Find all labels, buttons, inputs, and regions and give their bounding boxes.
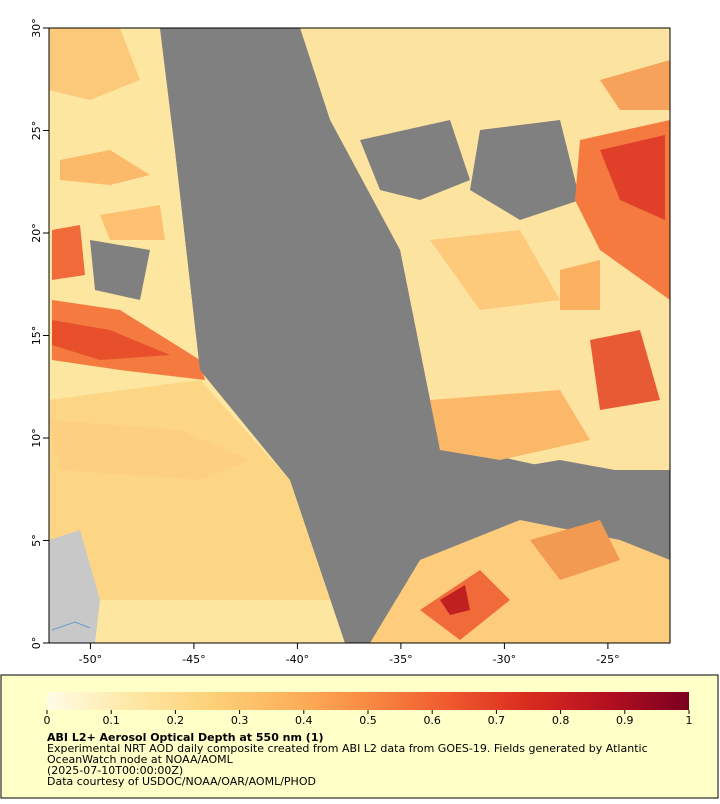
y-tick-label: 15°: [30, 326, 43, 346]
y-tick-label: 20°: [30, 223, 43, 243]
colorbar-tick-label: 0.1: [102, 714, 120, 727]
colorbar-tick-label: 0.3: [231, 714, 249, 727]
colorbar-tick-label: 0.8: [552, 714, 570, 727]
y-tick-label: 0°: [30, 637, 43, 650]
x-tick-label: -50°: [79, 653, 102, 666]
caption-line: (2025-07-10T00:00:00Z): [47, 764, 183, 777]
x-tick-label: -45°: [182, 653, 205, 666]
colorbar-tick-label: 0: [44, 714, 51, 727]
colorbar-tick-label: 0.7: [488, 714, 506, 727]
colorbar: [47, 692, 689, 710]
x-tick-label: -30°: [493, 653, 516, 666]
y-tick-label: 5°: [30, 534, 43, 547]
map-axes: -50° -45° -40° -35° -30° -25° 0° 5° 10° 15° 20° 25°…: [30, 18, 620, 666]
caption-line: Experimental NRT AOD daily composite cre…: [47, 742, 648, 755]
colorbar-tick-label: 0.5: [359, 714, 377, 727]
colorbar-tick-label: 0.2: [167, 714, 185, 727]
y-tick-label: 30°: [30, 18, 43, 38]
colorbar-tick-label: 0.6: [423, 714, 441, 727]
x-tick-label: -35°: [389, 653, 412, 666]
y-tick-label: 25°: [30, 121, 43, 141]
aod-imagery: [49, 28, 670, 643]
colorbar-tick-label: 1: [686, 714, 693, 727]
caption-line: Data courtesy of USDOC/NOAA/OAR/AOML/PHO…: [47, 775, 316, 788]
y-tick-label: 10°: [30, 428, 43, 448]
colorbar-tick-label: 0.9: [616, 714, 634, 727]
colorbar-tick-label: 0.4: [295, 714, 313, 727]
caption-line: OceanWatch node at NOAA/AOML: [47, 753, 234, 766]
x-tick-label: -40°: [286, 653, 309, 666]
caption-title: ABI L2+ Aerosol Optical Depth at 550 nm …: [47, 731, 324, 744]
colorbar-axis: 0 0.1 0.2 0.3 0.4 0.5 0.6 0.7 0.8 0.9 1: [44, 710, 693, 727]
x-tick-label: -25°: [596, 653, 619, 666]
